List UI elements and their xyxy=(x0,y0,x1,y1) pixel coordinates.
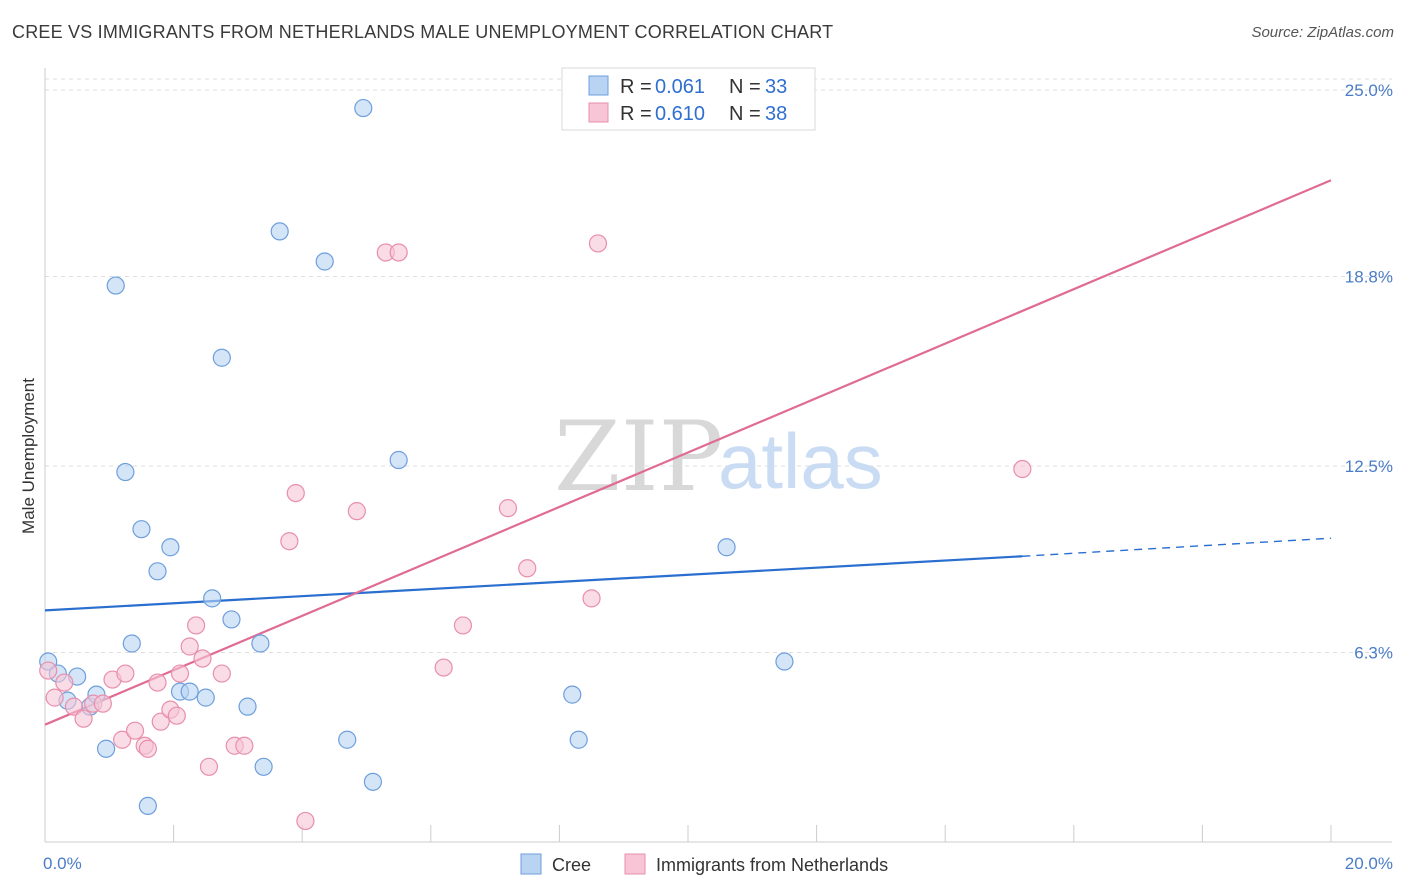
data-point-neth xyxy=(498,499,518,518)
data-point-neth xyxy=(296,811,315,831)
legend-n-value-netherlands: 38 xyxy=(765,103,787,125)
data-point-neth xyxy=(167,706,186,725)
data-point-cree xyxy=(180,682,199,701)
legend-n-label-cree: N = xyxy=(729,76,761,98)
data-point-neth xyxy=(286,483,305,503)
data-point-cree xyxy=(354,98,373,118)
data-point-cree xyxy=(775,652,794,671)
data-point-cree xyxy=(148,562,167,581)
data-point-cree xyxy=(238,697,257,716)
gridlines xyxy=(45,78,1392,654)
axes xyxy=(44,68,1392,843)
watermark-atlas: atlas xyxy=(718,417,883,505)
x-tick-label: 20.0% xyxy=(1345,854,1393,873)
trend-lines xyxy=(44,179,1332,726)
data-point-cree xyxy=(315,252,334,271)
stats-legend: R = 0.061 N = 33 R = 0.610 N = 38 xyxy=(561,67,816,131)
data-point-neth xyxy=(180,637,199,656)
data-point-neth xyxy=(74,709,93,728)
x-tick-label: 0.0% xyxy=(43,854,82,873)
data-point-cree xyxy=(389,450,408,470)
legend-r-label-cree: R = xyxy=(620,76,652,98)
data-point-cree xyxy=(717,538,736,557)
data-point-neth xyxy=(347,502,366,521)
data-point-cree xyxy=(196,688,215,707)
legend-n-label-netherlands: N = xyxy=(729,103,761,125)
data-point-neth xyxy=(453,616,473,635)
data-point-neth xyxy=(116,664,135,683)
data-point-neth xyxy=(212,664,231,683)
data-point-cree xyxy=(138,796,157,816)
data-point-cree xyxy=(161,538,180,557)
data-point-cree xyxy=(132,520,151,539)
data-point-cree xyxy=(254,757,273,776)
data-point-cree xyxy=(338,730,357,749)
series-legend: Cree Immigrants from Netherlands xyxy=(520,853,888,875)
data-point-cree xyxy=(122,634,141,653)
chart-title: CREE VS IMMIGRANTS FROM NETHERLANDS MALE… xyxy=(12,22,834,42)
data-point-neth xyxy=(39,661,58,680)
data-point-neth xyxy=(187,616,206,635)
data-point-cree xyxy=(116,462,135,482)
data-point-cree xyxy=(203,589,222,608)
data-point-neth xyxy=(582,589,601,608)
data-point-neth xyxy=(1013,459,1032,479)
trend-extension-cree xyxy=(1022,537,1332,557)
x-tick-labels: 0.0% 20.0% xyxy=(43,854,1393,873)
data-point-neth xyxy=(389,243,408,262)
data-point-cree xyxy=(251,634,270,653)
legend-swatch-cree xyxy=(588,75,609,96)
y-tick-label: 18.8% xyxy=(1345,268,1393,287)
data-point-neth xyxy=(199,757,219,776)
legend-r-label-netherlands: R = xyxy=(620,103,652,125)
series-legend-label-cree: Cree xyxy=(552,855,591,875)
data-point-cree xyxy=(569,730,588,749)
data-point-neth xyxy=(93,694,112,713)
watermark: ZIP atlas xyxy=(554,401,883,513)
data-point-cree xyxy=(563,685,582,704)
data-point-cree xyxy=(363,772,383,791)
data-point-neth xyxy=(113,730,132,749)
data-point-cree xyxy=(96,739,116,758)
data-point-neth xyxy=(193,649,212,668)
data-point-neth xyxy=(45,688,64,707)
chart-source: Source: ZipAtlas.com xyxy=(1251,24,1394,41)
y-tick-labels: 6.3% 12.5% 18.8% 25.0% xyxy=(1345,81,1393,662)
legend-n-value-cree: 33 xyxy=(765,76,787,98)
y-axis-label: Male Unemployment xyxy=(19,378,38,534)
trend-line-neth xyxy=(44,179,1332,726)
y-tick-label: 6.3% xyxy=(1354,644,1393,663)
data-point-neth xyxy=(148,673,167,692)
data-point-neth xyxy=(434,658,453,677)
data-point-neth xyxy=(138,739,157,758)
data-point-cree xyxy=(212,348,231,367)
data-point-cree xyxy=(106,276,125,295)
data-point-cree xyxy=(222,610,241,629)
data-point-neth xyxy=(235,736,254,755)
series-legend-swatch-netherlands xyxy=(624,853,646,875)
data-point-neth xyxy=(518,559,537,578)
data-point-neth xyxy=(151,712,170,731)
series-legend-swatch-cree xyxy=(520,853,542,875)
data-point-neth xyxy=(55,673,74,692)
legend-r-value-netherlands: 0.610 xyxy=(655,103,705,125)
data-points xyxy=(39,98,1032,831)
data-point-neth xyxy=(170,664,190,683)
data-point-neth xyxy=(64,697,84,716)
data-point-neth xyxy=(280,532,299,551)
legend-r-value-cree: 0.061 xyxy=(655,76,705,98)
legend-swatch-netherlands xyxy=(588,102,609,123)
y-tick-label: 12.5% xyxy=(1345,457,1393,476)
data-point-cree xyxy=(270,222,289,241)
data-point-neth xyxy=(125,721,145,740)
y-tick-label: 25.0% xyxy=(1345,81,1393,100)
data-point-neth xyxy=(588,234,608,253)
watermark-zip: ZIP xyxy=(554,401,723,513)
series-legend-label-netherlands: Immigrants from Netherlands xyxy=(656,855,888,875)
